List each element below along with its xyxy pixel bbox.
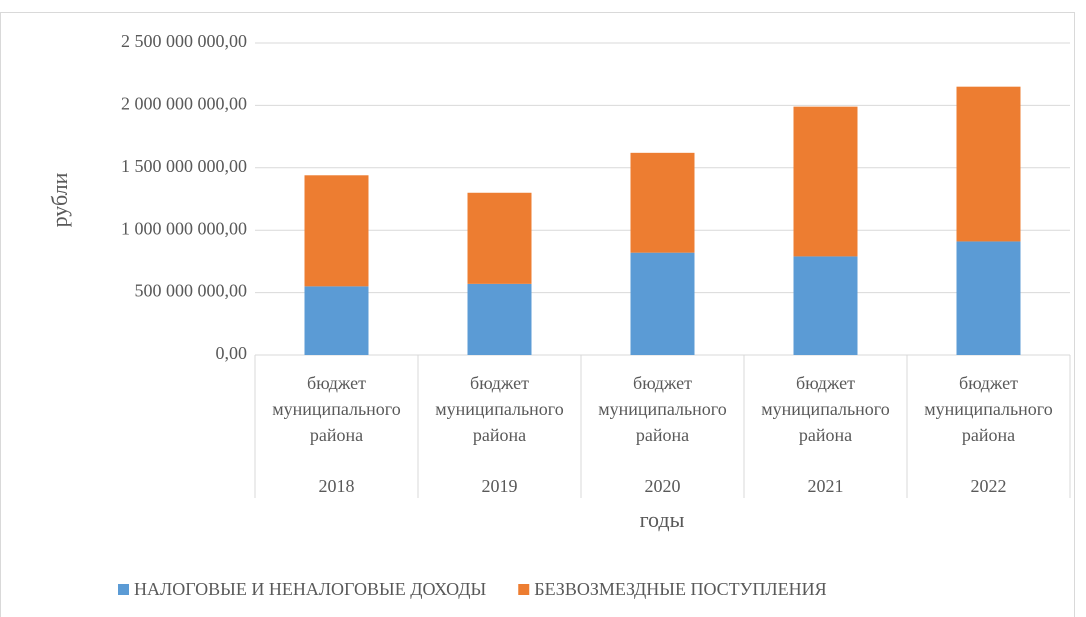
- x-axis-label: годы: [640, 507, 685, 532]
- category-group-label: бюджет муниципального района: [598, 373, 727, 445]
- chart-border: [0, 12, 1075, 617]
- bar-segment: [956, 86, 1021, 242]
- bar-segment: [304, 175, 369, 287]
- legend-swatch: [118, 584, 129, 595]
- category-group-label: бюджет муниципального района: [435, 373, 564, 445]
- bar-segment: [467, 283, 532, 355]
- x-tick-label: 2022: [971, 476, 1007, 496]
- y-tick-label: 1 000 000 000,00: [121, 218, 247, 238]
- legend-swatch: [518, 584, 530, 595]
- category-group-label: бюджет муниципального района: [761, 373, 890, 445]
- y-tick-label: 1 500 000 000,00: [121, 156, 247, 176]
- y-tick-label: 2 500 000 000,00: [121, 31, 247, 51]
- x-tick-label: 2018: [319, 476, 355, 496]
- bar-segment: [630, 252, 695, 355]
- category-group-label: бюджет муниципального района: [924, 373, 1053, 445]
- y-tick-label: 500 000 000,00: [135, 281, 248, 301]
- bar-segment: [956, 241, 1021, 355]
- y-axis-label: рубли: [47, 172, 72, 227]
- category-group-label: бюджет муниципального района: [272, 373, 401, 445]
- x-tick-label: 2019: [482, 476, 518, 496]
- bar-segment: [467, 192, 532, 284]
- legend-label: НАЛОГОВЫЕ И НЕНАЛОГОВЫЕ ДОХОДЫ: [134, 579, 487, 599]
- x-tick-label: 2021: [808, 476, 844, 496]
- legend-label: БЕЗВОЗМЕЗДНЫЕ ПОСТУПЛЕНИЯ: [534, 579, 826, 599]
- bar-segment: [793, 256, 858, 355]
- y-tick-label: 2 000 000 000,00: [121, 94, 247, 114]
- bar-segment: [793, 106, 858, 257]
- bar-segment: [304, 286, 369, 355]
- y-tick-label: 0,00: [216, 343, 248, 363]
- bar-segment: [630, 152, 695, 253]
- x-tick-label: 2020: [645, 476, 681, 496]
